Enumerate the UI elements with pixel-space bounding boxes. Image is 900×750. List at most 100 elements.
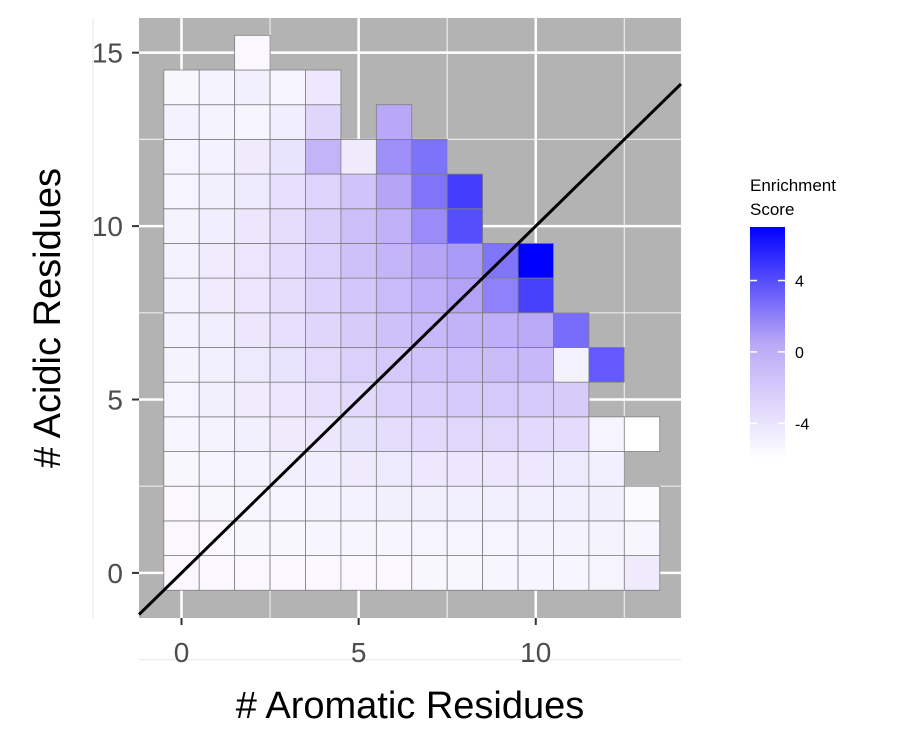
heatmap-cell xyxy=(269,555,306,591)
heatmap-cell xyxy=(198,69,236,106)
y-tick-label: 5 xyxy=(107,385,123,416)
heatmap-cell xyxy=(269,173,306,210)
heatmap-cell xyxy=(234,381,271,418)
heatmap-cell xyxy=(375,555,413,591)
heatmap-cell xyxy=(340,416,377,452)
heatmap-cell xyxy=(588,555,625,591)
legend-title-line2: Score xyxy=(750,200,794,219)
heatmap-cell xyxy=(163,381,200,418)
heatmap-cell xyxy=(482,520,519,556)
heatmap-cell xyxy=(340,520,377,556)
heatmap-cell xyxy=(198,451,236,487)
heatmap-cell xyxy=(517,520,554,556)
heatmap-cell xyxy=(305,485,342,522)
heatmap-cell xyxy=(553,520,590,556)
heatmap-cell xyxy=(446,381,484,418)
heatmap-cell xyxy=(340,347,377,383)
heatmap-cell xyxy=(305,381,342,418)
heatmap-cell xyxy=(411,555,448,591)
heatmap-cell xyxy=(482,312,519,348)
heatmap-cell xyxy=(446,347,484,383)
heatmap-cell xyxy=(234,138,271,175)
heatmap-cell xyxy=(305,277,342,314)
y-axis-title: # Acidic Residues xyxy=(27,168,69,468)
heatmap-cell xyxy=(482,277,519,314)
heatmap-cell xyxy=(198,381,236,418)
heatmap-cell xyxy=(305,138,342,175)
heatmap-cell xyxy=(517,381,554,418)
heatmap-cell xyxy=(234,208,271,244)
heatmap-cell xyxy=(234,416,271,452)
heatmap-cell xyxy=(375,277,413,314)
heatmap-cell xyxy=(588,451,625,487)
heatmap-cell xyxy=(411,451,448,487)
heatmap-cell xyxy=(234,312,271,348)
heatmap-cell xyxy=(517,416,554,452)
heatmap-cell xyxy=(234,347,271,383)
heatmap-cell xyxy=(305,312,342,348)
heatmap-cell xyxy=(269,277,306,314)
heatmap-cell xyxy=(269,416,306,452)
heatmap-cell xyxy=(234,555,271,591)
heatmap-cell xyxy=(553,416,590,452)
heatmap-cell xyxy=(375,416,413,452)
heatmap-cell xyxy=(482,451,519,487)
heatmap-cell xyxy=(446,520,484,556)
heatmap-cell xyxy=(482,347,519,383)
heatmap-cell xyxy=(517,277,554,314)
heatmap-cell xyxy=(269,520,306,556)
heatmap-cell xyxy=(482,555,519,591)
heatmap-cell xyxy=(446,312,484,348)
heatmap-cell xyxy=(234,277,271,314)
heatmap-cell xyxy=(375,243,413,279)
heatmap-cell xyxy=(411,138,448,175)
heatmap-cell xyxy=(163,451,200,487)
heatmap-cell xyxy=(305,208,342,244)
heatmap-cell xyxy=(411,485,448,522)
heatmap-cell xyxy=(163,312,200,348)
heatmap-cell xyxy=(375,485,413,522)
legend-title-line1: Enrichment xyxy=(750,176,836,195)
heatmap-cell xyxy=(517,347,554,383)
heatmap-cell xyxy=(375,520,413,556)
heatmap-cell xyxy=(234,451,271,487)
legend-ticks: 4 0 -4 xyxy=(750,274,809,433)
heatmap-cell xyxy=(198,277,236,314)
heatmap-cell xyxy=(482,416,519,452)
heatmap-cells xyxy=(163,34,661,591)
heatmap-cell xyxy=(553,555,590,591)
heatmap-cell xyxy=(375,173,413,210)
heatmap-cell xyxy=(305,347,342,383)
heatmap-cell xyxy=(305,243,342,279)
heatmap-cell xyxy=(623,555,661,591)
heatmap-cell xyxy=(305,173,342,210)
heatmap-cell xyxy=(269,69,306,106)
heatmap-cell xyxy=(340,451,377,487)
heatmap-cell xyxy=(340,138,377,175)
heatmap-cell xyxy=(269,381,306,418)
heatmap-cell xyxy=(446,485,484,522)
heatmap-cell xyxy=(482,381,519,418)
heatmap-cell xyxy=(446,451,484,487)
heatmap-cell xyxy=(198,485,236,522)
heatmap-cell xyxy=(163,138,200,175)
heatmap-cell xyxy=(517,555,554,591)
heatmap-cell xyxy=(198,347,236,383)
heatmap-cell xyxy=(340,312,377,348)
heatmap-cell xyxy=(198,173,236,210)
y-tick-label: 0 xyxy=(107,558,123,589)
heatmap-cell xyxy=(269,347,306,383)
heatmap-cell xyxy=(375,138,413,175)
heatmap-cell xyxy=(234,243,271,279)
heatmap-cell xyxy=(269,208,306,244)
legend-tick-label: 4 xyxy=(795,274,804,291)
heatmap-cell xyxy=(163,347,200,383)
heatmap-cell xyxy=(234,520,271,556)
heatmap-cell xyxy=(588,416,625,452)
heatmap-cell xyxy=(482,485,519,522)
heatmap-cell xyxy=(411,381,448,418)
heatmap-cell xyxy=(305,104,342,140)
heatmap-cell xyxy=(623,485,661,522)
heatmap-cell xyxy=(234,104,271,140)
heatmap-cell xyxy=(163,208,200,244)
